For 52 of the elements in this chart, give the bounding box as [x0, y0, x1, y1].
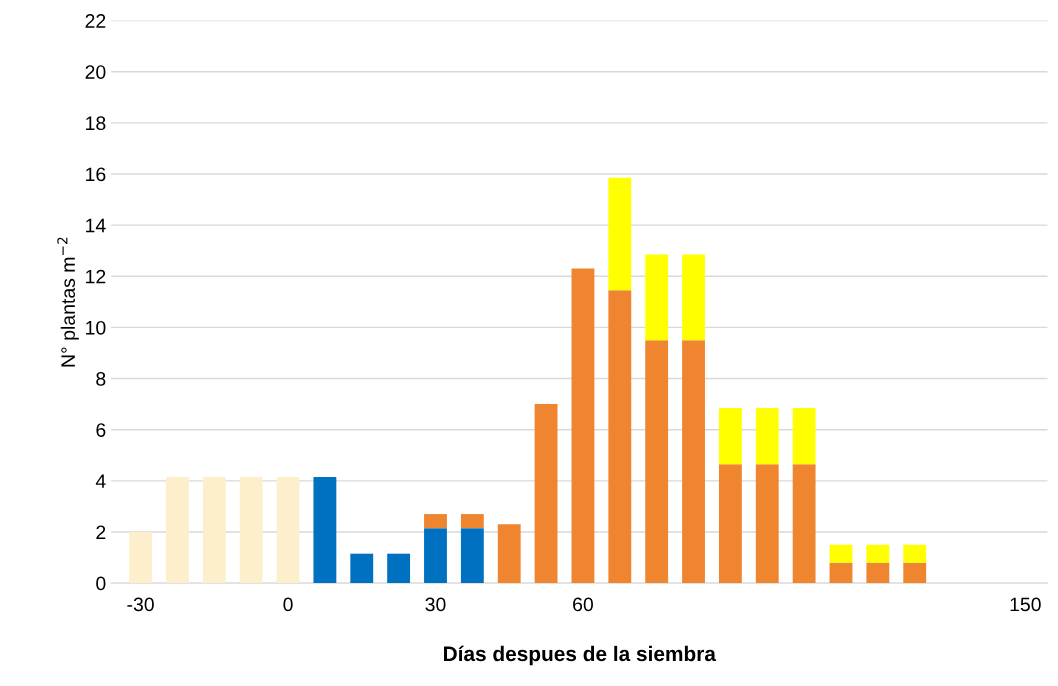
x-tick-label: 60	[573, 597, 593, 612]
bar	[645, 340, 669, 584]
bar	[866, 544, 890, 563]
bar	[497, 524, 521, 584]
y-tick-label: 2	[96, 525, 106, 540]
y-tick-label: 4	[95, 474, 106, 488]
bar	[276, 476, 300, 584]
bar	[313, 476, 337, 584]
y-tick-label: 8	[96, 372, 106, 386]
bar	[129, 531, 153, 584]
bar	[239, 476, 263, 584]
bar	[792, 407, 816, 465]
bar	[350, 553, 374, 584]
bar	[718, 407, 742, 465]
bar	[460, 528, 484, 584]
x-tick-label: -30	[127, 597, 154, 612]
bar	[829, 544, 853, 563]
bar	[202, 476, 226, 584]
y-tick-label: 18	[86, 116, 106, 131]
bar	[387, 553, 411, 584]
y-tick-label: 14	[86, 218, 106, 233]
x-tick-label: 30	[425, 597, 446, 612]
y-tick-label: 12	[86, 269, 106, 284]
bar	[903, 544, 927, 563]
bar	[608, 290, 632, 584]
bar	[534, 404, 558, 584]
bar	[755, 407, 779, 465]
bar	[903, 562, 927, 584]
x-tick-label: 0	[283, 597, 293, 612]
bar	[460, 514, 484, 529]
bar	[424, 528, 447, 584]
bar	[792, 464, 816, 584]
y-tick-label: 22	[85, 14, 106, 28]
bar	[645, 254, 669, 341]
bar	[755, 464, 779, 584]
y-tick-label: 0	[96, 576, 106, 591]
bar	[718, 464, 742, 584]
bar	[829, 562, 853, 584]
bar	[682, 254, 705, 341]
bar	[571, 268, 595, 584]
bar	[866, 562, 890, 584]
bar	[608, 177, 632, 291]
y-tick-label: 6	[96, 423, 106, 437]
bar	[424, 514, 447, 529]
y-tick-label: 20	[85, 65, 106, 79]
bar	[166, 476, 189, 584]
bar	[682, 340, 705, 584]
y-tick-label: 10	[86, 320, 106, 335]
x-tick-label: 150	[1010, 597, 1041, 612]
y-axis-title: N° plantas m$^{−2}$	[57, 237, 79, 367]
y-tick-label: 16	[86, 167, 106, 182]
x-axis-title: Días despues de la siembra	[444, 645, 717, 666]
